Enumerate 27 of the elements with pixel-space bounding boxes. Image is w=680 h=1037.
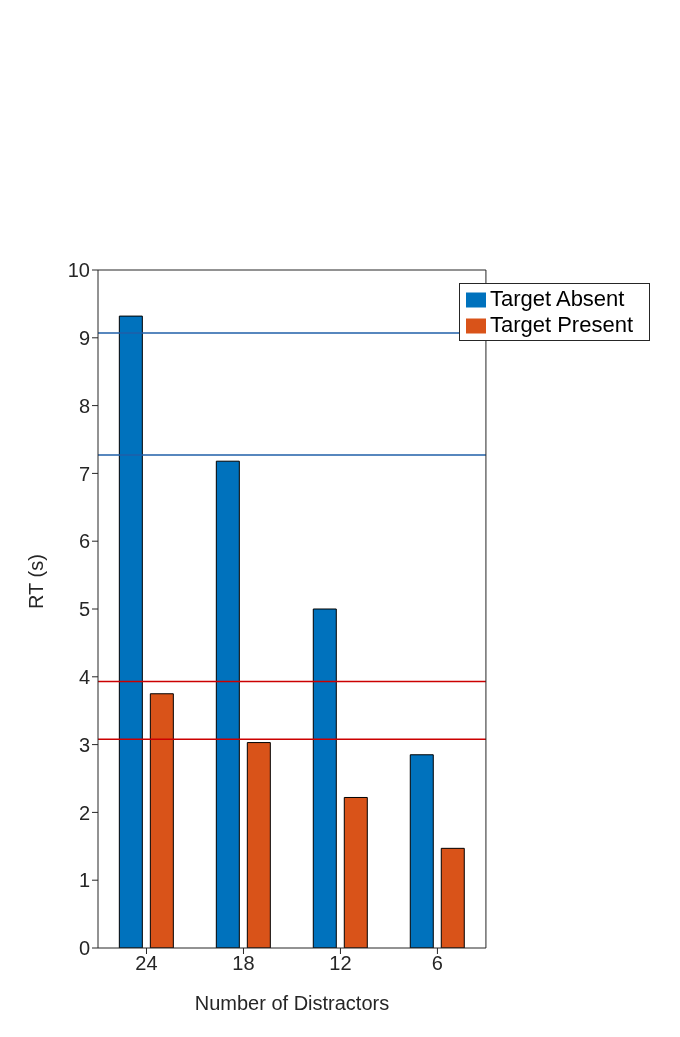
y-tick-label: 7: [78, 462, 90, 485]
x-tick-label: 12: [329, 952, 352, 975]
y-tick-label: 8: [78, 394, 90, 417]
x-tick-label: 24: [135, 952, 158, 975]
y-axis-title: RT (s): [25, 554, 48, 609]
bar: [246, 742, 271, 948]
y-tick-label: 3: [78, 733, 90, 756]
bar: [312, 608, 337, 948]
bar: [215, 460, 240, 948]
bar: [343, 796, 368, 948]
x-tick-label: 18: [232, 952, 255, 975]
y-tick-label: 6: [78, 530, 90, 553]
legend-label: Target Present: [489, 312, 633, 337]
y-tick-label: 2: [78, 801, 90, 824]
y-tick-label: 0: [78, 937, 90, 960]
y-tick-label: 5: [78, 598, 90, 621]
bar: [118, 315, 143, 948]
y-tick-label: 10: [67, 259, 90, 282]
legend-label: Target Absent: [489, 286, 625, 311]
bar: [149, 693, 174, 948]
bar: [440, 847, 465, 948]
y-tick-label: 9: [78, 326, 90, 349]
bar: [409, 754, 434, 948]
y-tick-label: 1: [78, 869, 90, 892]
y-tick-label: 4: [78, 665, 90, 688]
x-tick-label: 6: [431, 952, 443, 975]
x-axis-title: Number of Distractors: [194, 992, 390, 1014]
